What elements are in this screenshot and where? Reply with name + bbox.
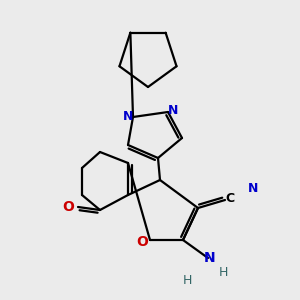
Text: O: O	[62, 200, 74, 214]
Text: N: N	[123, 110, 133, 122]
Text: H: H	[182, 274, 192, 286]
Text: N: N	[204, 251, 216, 265]
Text: N: N	[248, 182, 258, 194]
Text: N: N	[168, 104, 178, 118]
Text: C: C	[225, 191, 235, 205]
Text: O: O	[136, 235, 148, 249]
Text: H: H	[218, 266, 228, 278]
